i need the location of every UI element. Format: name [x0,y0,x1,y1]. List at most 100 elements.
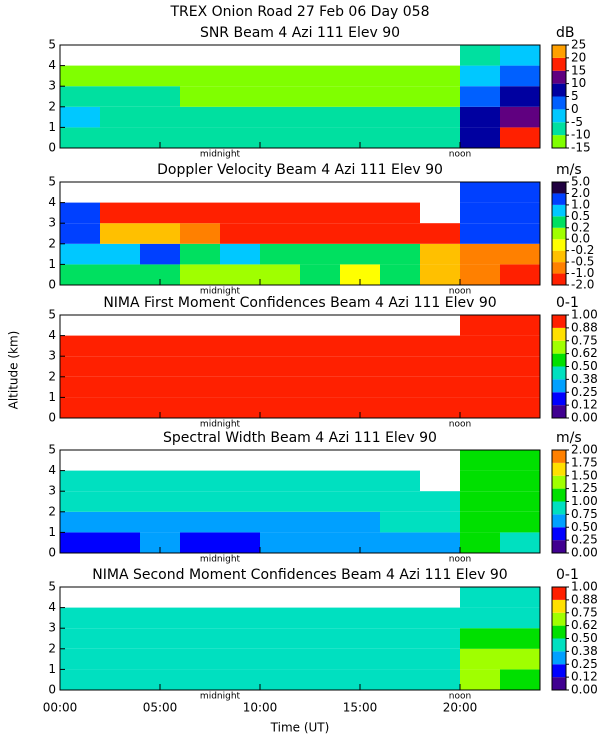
y-tick-label: 5 [48,38,56,52]
y-tick-label: 0 [48,278,56,292]
units-label: 0-1 [556,567,579,583]
heatmap-cell [420,106,460,128]
heatmap-cell [220,491,260,512]
heatmap-cell [300,223,340,244]
heatmap-cell [420,376,460,398]
heatmap-cell [500,628,540,649]
heatmap-cell [140,397,180,418]
heatmap-cell [380,607,420,629]
colorbar-tick-label: 0.62 [571,618,598,632]
colorbar-band [552,239,566,251]
heatmap-cell [500,202,540,224]
heatmap-cell [220,65,260,87]
heatmap-cell [100,628,140,649]
heatmap-cell [100,127,140,148]
colorbar-band [552,135,566,148]
colorbar-band [552,57,566,71]
heatmap-cell [60,511,100,533]
heatmap-cell [420,532,460,553]
heatmap-cell [340,397,380,418]
heatmap-cell [260,607,300,629]
heatmap-cell [100,648,140,670]
panel-title: NIMA Second Moment Confidences Beam 4 Az… [92,567,507,583]
heatmap-cell [100,202,140,224]
heatmap-cell [500,243,540,265]
heatmap-cell [300,243,340,265]
heatmap-cell [300,532,340,553]
colorbar-band [552,122,566,136]
heatmap-cell [220,86,260,107]
colorbar-tick-label: 0.62 [571,346,598,360]
heatmap-cell [260,669,300,690]
heatmap-cell [140,532,180,553]
heatmap-cell [380,511,420,533]
plot-frame [59,314,541,419]
heatmap-cell [380,532,420,553]
colorbar-tick-label: 0.12 [571,398,598,412]
heatmap-cell [220,223,260,244]
heatmap-cell [500,127,540,148]
colorbar-band [552,96,566,110]
heatmap-cell [260,127,300,148]
annotation: noon [449,420,471,430]
heatmap-cell [500,470,540,492]
heatmap-cell [340,127,380,148]
y-tick-label: 1 [48,257,56,271]
annotation: midnight [200,287,241,297]
heatmap-cell [420,356,460,377]
heatmap-cell [460,182,500,203]
heatmap-cell [420,127,460,148]
heatmap-cell [100,607,140,629]
heatmap-cell [380,356,420,377]
figure-title: TREX Onion Road 27 Feb 06 Day 058 [170,4,430,20]
heatmap-cell [60,607,100,629]
heatmap-cell [100,669,140,690]
heatmap-cell [100,511,140,533]
y-tick-label: 2 [48,99,56,113]
y-tick-label: 2 [48,236,56,250]
colorbar-tick-label: 0.50 [571,631,598,645]
heatmap-cell [460,397,500,418]
heatmap-cell [260,491,300,512]
colorbar-band [552,262,566,274]
y-tick-label: 5 [48,175,56,189]
plot-frame [59,44,541,149]
y-tick-label: 3 [48,484,56,498]
heatmap-cell [340,648,380,670]
heatmap-cell [140,202,180,224]
heatmap-cell [180,264,220,285]
colorbar-band [552,405,566,418]
heatmap-cell [300,607,340,629]
heatmap-cell [420,335,460,357]
colorbar-band [552,612,566,626]
heatmap-cell [180,202,220,224]
heatmap-cell [460,450,500,471]
heatmap-cell [340,356,380,377]
heatmap-cell [460,65,500,87]
colorbar-tick-label: 0.50 [571,520,598,534]
heatmap-cell [380,243,420,265]
heatmap-cell [420,511,460,533]
heatmap-cell [380,86,420,107]
y-tick-label: 0 [48,411,56,425]
heatmap-cell [340,470,380,492]
units-label: dB [556,25,575,41]
heatmap-cell [500,335,540,357]
y-tick-label: 4 [48,58,56,72]
heatmap-cell [140,669,180,690]
colorbar-tick-label: 5.0 [571,175,590,189]
x-tick-label: 20:00 [443,701,478,715]
colorbar-band [552,392,566,406]
colorbar-band [552,677,566,690]
y-tick-label: 0 [48,683,56,697]
colorbar-band [552,488,566,502]
heatmap-cell [180,470,220,492]
colorbar-tick-label: -2.0 [571,278,594,292]
plot-frame [59,449,541,554]
heatmap-cell [340,628,380,649]
y-tick-label: 2 [48,641,56,655]
heatmap-cell [500,182,540,203]
heatmap-cell [220,511,260,533]
heatmap-cell [380,470,420,492]
